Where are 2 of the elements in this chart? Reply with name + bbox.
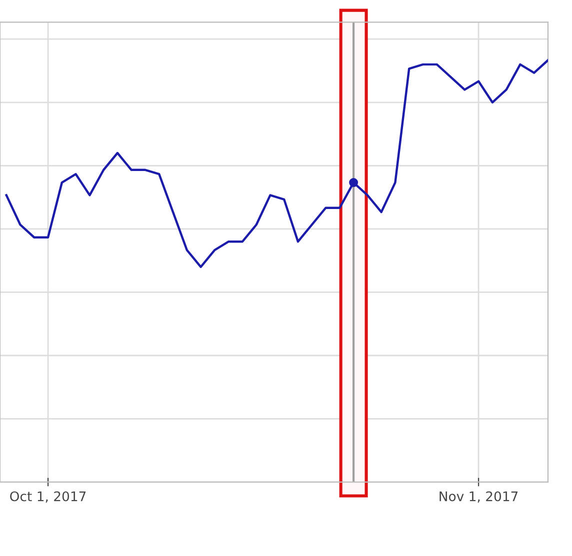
x-tick-label: Oct 1, 2017 [10,491,86,503]
x-tick-label: Nov 1, 2017 [440,491,518,503]
